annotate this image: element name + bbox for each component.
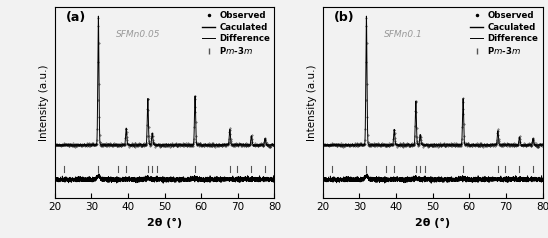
Text: SFMn0.05: SFMn0.05 xyxy=(116,30,161,39)
X-axis label: 2θ (°): 2θ (°) xyxy=(415,218,450,228)
Text: SFMn0.1: SFMn0.1 xyxy=(384,30,423,39)
Text: (a): (a) xyxy=(66,11,86,24)
Y-axis label: Intensity (a.u.): Intensity (a.u.) xyxy=(39,64,49,141)
Text: (b): (b) xyxy=(334,11,355,24)
X-axis label: 2θ (°): 2θ (°) xyxy=(147,218,182,228)
Legend: Observed, Caculated, Difference, P$m$-3$m$: Observed, Caculated, Difference, P$m$-3$… xyxy=(469,10,540,58)
Y-axis label: Intensity (a.u.): Intensity (a.u.) xyxy=(307,64,317,141)
Legend: Observed, Caculated, Difference, P$m$-3$m$: Observed, Caculated, Difference, P$m$-3$… xyxy=(201,10,272,58)
